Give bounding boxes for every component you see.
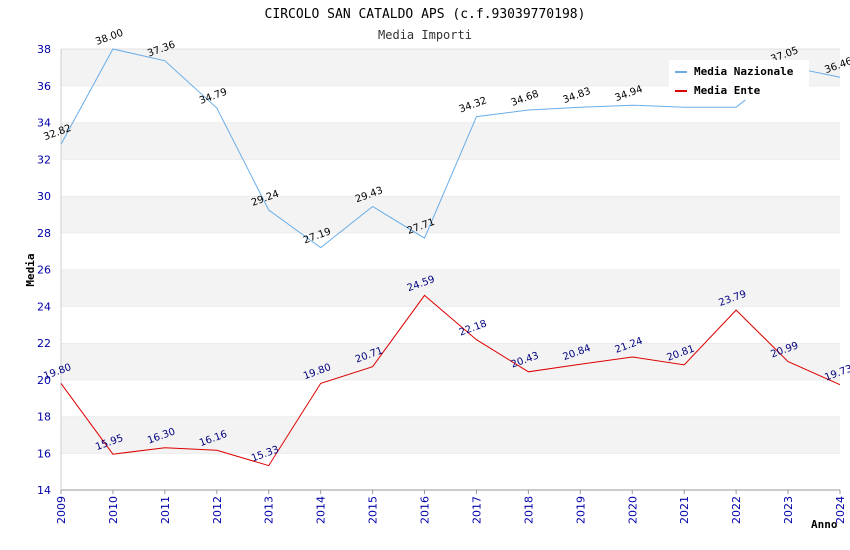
x-tick-label: 2014 [315, 496, 328, 524]
y-tick-label: 20 [37, 374, 51, 387]
legend-label-ente: Media Ente [694, 84, 761, 97]
legend-label-nazionale: Media Nazionale [694, 65, 794, 78]
y-tick-label: 24 [37, 300, 51, 313]
y-tick-label: 28 [37, 227, 51, 240]
grid-band [61, 122, 840, 160]
y-axis-label: Media [24, 253, 37, 286]
x-tick-label: 2013 [263, 496, 276, 524]
y-tick-label: 16 [37, 447, 51, 460]
x-tick-label: 2023 [782, 496, 795, 524]
legend: Media Nazionale Media Ente [669, 60, 809, 100]
y-axis-ticks: 14 16 18 20 22 24 26 28 30 32 34 36 38 [37, 43, 51, 497]
y-tick-label: 22 [37, 337, 51, 350]
series-line-ente [60, 294, 841, 467]
x-tick-label: 2019 [574, 496, 587, 524]
grid-band [61, 453, 840, 490]
grid-band [61, 343, 840, 380]
grid-band [61, 232, 840, 270]
x-tick-label: 2015 [367, 496, 380, 524]
series-lines [60, 48, 841, 467]
x-tick-label: 2024 [834, 496, 847, 524]
grid-band [61, 269, 840, 307]
y-tick-label: 18 [37, 411, 51, 424]
grid-band [61, 379, 840, 417]
grid-bands [61, 48, 840, 490]
grid-band [61, 196, 840, 233]
x-tick-label: 2016 [419, 496, 432, 524]
y-tick-label: 36 [37, 80, 51, 93]
x-tick-label: 2012 [211, 496, 224, 524]
grid-band [61, 306, 840, 343]
x-axis-ticks: 2009 2010 2011 2012 2013 2014 2015 2016 2017 2018… [55, 490, 847, 524]
x-tick-label: 2011 [159, 496, 172, 524]
data-label: 38.00 [94, 28, 125, 48]
y-tick-label: 14 [37, 484, 51, 497]
series-line-nazionale [60, 48, 841, 249]
x-tick-label: 2010 [107, 496, 120, 524]
grid-band [61, 416, 840, 454]
x-tick-label: 2020 [626, 496, 639, 524]
y-tick-label: 32 [37, 153, 51, 166]
y-tick-label: 34 [37, 117, 51, 130]
chart-title: CIRCOLO SAN CATALDO APS (c.f.93039770198… [265, 7, 586, 22]
y-tick-label: 26 [37, 264, 51, 277]
x-tick-label: 2017 [470, 496, 483, 524]
legend-box [669, 60, 809, 100]
x-axis-label: Anno [811, 518, 838, 531]
y-tick-label: 38 [37, 43, 51, 56]
x-tick-label: 2021 [678, 496, 691, 524]
y-tick-label: 30 [37, 190, 51, 203]
x-tick-label: 2018 [522, 496, 535, 524]
x-tick-label: 2009 [55, 496, 68, 524]
chart-subtitle: Media Importi [378, 28, 472, 42]
x-tick-label: 2022 [730, 496, 743, 524]
